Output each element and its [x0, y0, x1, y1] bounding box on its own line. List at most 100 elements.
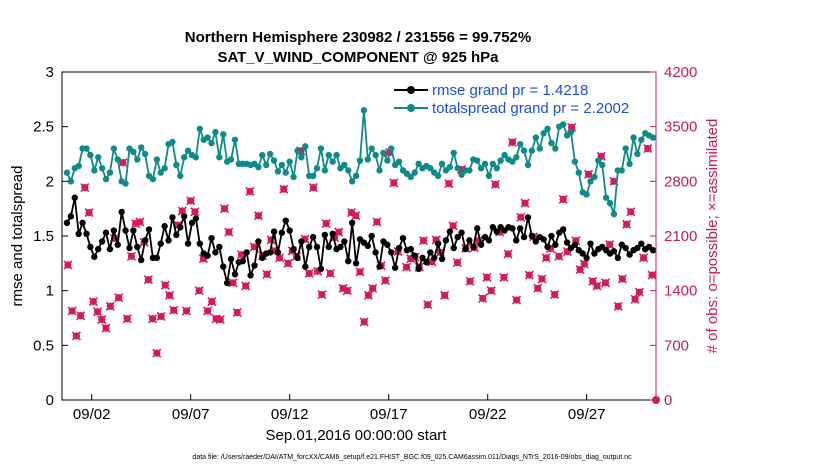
rmse-point [364, 242, 372, 250]
totalspread-point [415, 160, 422, 168]
totalspread-point [110, 145, 118, 152]
rmse-point [411, 252, 418, 259]
plot-area [61, 71, 660, 404]
rmse-point [419, 254, 426, 262]
obs-assimilated-marker [533, 283, 543, 293]
x-tick-label: 09/17 [370, 406, 408, 423]
totalspread-point [192, 154, 200, 161]
obs-assimilated-marker [389, 178, 399, 188]
obs-assimilated-marker [512, 295, 522, 305]
totalspread-point [516, 140, 524, 148]
obs-assimilated-marker [558, 194, 568, 204]
totalspread-point [212, 128, 219, 136]
obs-assimilated-marker [275, 253, 285, 263]
obs-assimilated-marker [80, 183, 90, 193]
obs-assimilated-marker [304, 268, 314, 279]
rmse-point [431, 254, 438, 262]
totalspread-point [376, 167, 383, 174]
obs-assimilated-marker [486, 286, 496, 296]
totalspread-point [75, 162, 82, 170]
obs-assimilated-marker [490, 179, 500, 190]
totalspread-point [583, 191, 590, 198]
totalspread-point [489, 160, 497, 168]
rmse-point [493, 228, 500, 235]
rmse-point [161, 222, 168, 230]
rmse-point [438, 255, 446, 263]
totalspread-point [122, 180, 129, 187]
rmse-point [462, 245, 469, 253]
rmse-point [345, 257, 352, 265]
obs-assimilated-marker [639, 253, 649, 263]
totalspread-point [427, 165, 434, 172]
obs-assimilated-marker [88, 297, 98, 307]
totalspread-point [286, 158, 293, 165]
rmse-point [524, 214, 532, 221]
obs-assimilated-marker [253, 211, 263, 221]
x-tick-label: 09/12 [271, 406, 309, 423]
y-tick-label-left: 0.5 [33, 337, 54, 354]
totalspread-point [450, 149, 457, 157]
totalspread-point [544, 125, 551, 133]
totalspread-point [485, 172, 493, 180]
legend: rmse grand pr = 1.4218 totalspread grand… [390, 77, 650, 121]
totalspread-point [524, 161, 532, 169]
rmse-point [298, 238, 305, 245]
obs-assimilated-marker [401, 262, 412, 272]
obs-assimilated-marker [63, 260, 73, 270]
rmse-point [610, 248, 618, 255]
rmse-point [395, 244, 403, 252]
rmse-point [571, 241, 579, 248]
rmse-point [489, 224, 497, 231]
obs-assimilated-marker [478, 293, 488, 304]
rmse-point [423, 259, 430, 266]
legend-item-rmse: rmse grand pr = 1.4218 [394, 82, 588, 99]
rmse-point [583, 254, 590, 262]
totalspread-point [259, 151, 266, 159]
rmse-point [434, 240, 442, 247]
obs-assimilated-marker [84, 208, 94, 218]
totalspread-point [348, 178, 356, 185]
totalspread-point [360, 107, 368, 114]
obs-assimilated-marker [241, 281, 251, 291]
totalspread-point [309, 172, 317, 180]
data-file-footnote: data file: /Users/raeder/DAI/ATM_forcXX/… [192, 454, 632, 461]
obs-assimilated-marker [325, 268, 335, 279]
rmse-point [552, 241, 559, 248]
rmse-point [579, 250, 586, 257]
obs-assimilated-marker [156, 311, 166, 322]
y-axis-label-left: rmse and totalspread [9, 166, 26, 307]
totalspread-point [321, 167, 329, 174]
obs-assimilated-marker [600, 278, 611, 288]
rmse-point [91, 253, 98, 260]
rmse-point [227, 255, 235, 263]
rmse-point [79, 219, 86, 227]
legend-marker-totalspread [407, 104, 415, 112]
obs-assimilated-marker [207, 297, 217, 307]
totalspread-point [446, 163, 454, 171]
rmse-point [388, 249, 395, 256]
totalspread-point [63, 169, 71, 176]
obs-assimilated-marker [363, 290, 374, 300]
rmse-point [173, 231, 180, 239]
totalspread-point [282, 169, 289, 176]
totalspread-point [114, 156, 121, 163]
totalspread-point [575, 169, 582, 176]
rmse-point [71, 194, 78, 201]
totalspread-point [220, 131, 227, 138]
obs-assimilated-marker [550, 290, 560, 300]
rmse-point [376, 263, 383, 270]
totalspread-point [91, 167, 98, 174]
rmse-point [126, 244, 133, 252]
rmse-point [321, 231, 329, 239]
rmse-point [145, 226, 153, 233]
totalspread-point [298, 154, 305, 161]
obs-assimilated-marker [351, 211, 361, 221]
obs-assimilated-marker [114, 293, 124, 303]
obs-assimilated-marker [541, 253, 551, 263]
obs-assimilated-marker [380, 275, 390, 286]
totalspread-point [466, 167, 473, 174]
rmse-point [348, 219, 356, 227]
totalspread-point [356, 157, 364, 164]
rmse-point [270, 228, 278, 235]
totalspread-point [106, 169, 114, 176]
